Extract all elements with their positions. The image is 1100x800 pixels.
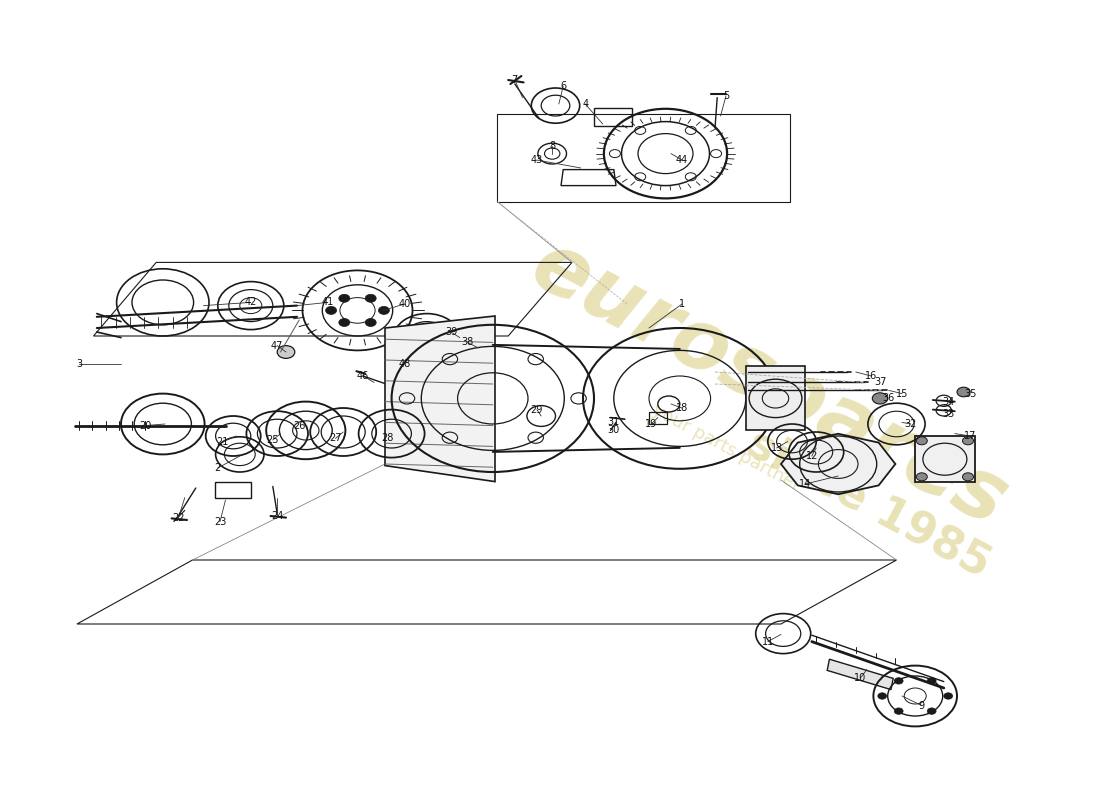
Text: 21: 21: [216, 437, 229, 446]
Text: since 1985: since 1985: [740, 422, 998, 586]
Ellipse shape: [916, 473, 927, 481]
Text: 9: 9: [918, 701, 925, 710]
Text: 3: 3: [76, 359, 82, 369]
Ellipse shape: [944, 693, 953, 699]
Text: 33: 33: [942, 410, 955, 419]
Polygon shape: [385, 316, 495, 482]
Text: 32: 32: [904, 419, 917, 429]
Text: 4: 4: [582, 99, 588, 109]
Text: 24: 24: [271, 511, 284, 521]
Ellipse shape: [927, 708, 936, 714]
Ellipse shape: [365, 294, 376, 302]
Text: 12: 12: [805, 451, 818, 461]
Text: 28: 28: [381, 434, 394, 443]
Ellipse shape: [378, 306, 389, 314]
Text: 17: 17: [964, 431, 977, 441]
Ellipse shape: [927, 678, 936, 684]
Text: 40: 40: [398, 299, 411, 309]
Text: 36: 36: [882, 394, 895, 403]
Text: 30: 30: [607, 426, 620, 435]
Text: 39: 39: [444, 327, 458, 337]
Text: your parts partner: your parts partner: [649, 401, 803, 495]
Text: 44: 44: [675, 155, 689, 165]
Ellipse shape: [277, 346, 295, 358]
Text: 11: 11: [761, 637, 774, 646]
Text: 2: 2: [214, 463, 221, 473]
Ellipse shape: [962, 437, 974, 445]
Ellipse shape: [957, 387, 970, 397]
Text: 1: 1: [679, 299, 685, 309]
Text: eurospares: eurospares: [518, 225, 1022, 543]
Text: 35: 35: [964, 389, 977, 398]
Polygon shape: [915, 436, 975, 482]
Ellipse shape: [878, 693, 887, 699]
Text: 22: 22: [172, 514, 185, 523]
Ellipse shape: [339, 294, 350, 302]
Text: 16: 16: [865, 371, 878, 381]
Text: 19: 19: [645, 419, 658, 429]
Text: 13: 13: [770, 443, 783, 453]
Polygon shape: [781, 434, 895, 494]
Text: 18: 18: [675, 403, 689, 413]
Polygon shape: [827, 659, 893, 690]
Text: 47: 47: [271, 341, 284, 350]
Ellipse shape: [916, 437, 927, 445]
Text: 23: 23: [213, 517, 227, 526]
Text: 5: 5: [723, 91, 729, 101]
Text: 37: 37: [873, 378, 887, 387]
Text: 14: 14: [799, 479, 812, 489]
Text: 20: 20: [139, 421, 152, 430]
Text: 43: 43: [530, 155, 543, 165]
Text: 41: 41: [321, 298, 334, 307]
Ellipse shape: [326, 306, 337, 314]
Ellipse shape: [872, 393, 888, 404]
Text: 10: 10: [854, 674, 867, 683]
Ellipse shape: [339, 318, 350, 326]
Text: 8: 8: [549, 141, 556, 150]
Ellipse shape: [894, 708, 903, 714]
Text: 25: 25: [266, 435, 279, 445]
Text: 38: 38: [461, 338, 474, 347]
Ellipse shape: [365, 318, 376, 326]
Text: 27: 27: [329, 434, 342, 443]
Text: 34: 34: [942, 397, 955, 406]
Text: 7: 7: [512, 75, 518, 85]
Ellipse shape: [894, 678, 903, 684]
Ellipse shape: [962, 473, 974, 481]
Polygon shape: [746, 366, 805, 430]
Text: 46: 46: [356, 371, 370, 381]
Text: 6: 6: [560, 82, 566, 91]
Text: 42: 42: [244, 298, 257, 307]
Text: 29: 29: [530, 405, 543, 414]
Text: 48: 48: [398, 359, 411, 369]
Text: 15: 15: [895, 389, 909, 398]
Text: 26: 26: [293, 421, 306, 430]
Text: 31: 31: [607, 418, 620, 427]
